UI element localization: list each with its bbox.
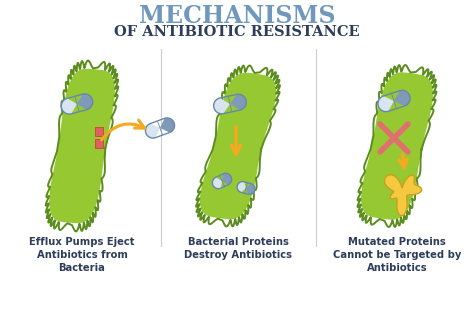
Polygon shape (237, 182, 246, 192)
Polygon shape (384, 175, 421, 216)
Text: MECHANISMS: MECHANISMS (139, 4, 335, 28)
Polygon shape (146, 124, 160, 138)
Text: Mutated Proteins
Cannot be Targeted by
Antibiotics: Mutated Proteins Cannot be Targeted by A… (333, 237, 461, 274)
Polygon shape (394, 91, 410, 106)
Polygon shape (230, 94, 246, 110)
Polygon shape (222, 173, 232, 185)
Polygon shape (49, 69, 115, 223)
Polygon shape (361, 72, 433, 220)
Polygon shape (160, 118, 174, 133)
Polygon shape (61, 98, 77, 114)
Polygon shape (212, 177, 222, 189)
Polygon shape (200, 73, 276, 219)
Bar (95, 139, 103, 148)
Text: Efflux Pumps Eject
Antibiotics from
Bacteria: Efflux Pumps Eject Antibiotics from Bact… (29, 237, 135, 274)
Bar (95, 127, 103, 136)
Polygon shape (378, 96, 394, 112)
Text: Bacterial Proteins
Destroy Antibiotics: Bacterial Proteins Destroy Antibiotics (184, 237, 292, 260)
Polygon shape (246, 184, 255, 194)
Polygon shape (77, 94, 93, 110)
Text: OF ANTIBIOTIC RESISTANCE: OF ANTIBIOTIC RESISTANCE (114, 25, 360, 39)
Polygon shape (214, 98, 230, 114)
